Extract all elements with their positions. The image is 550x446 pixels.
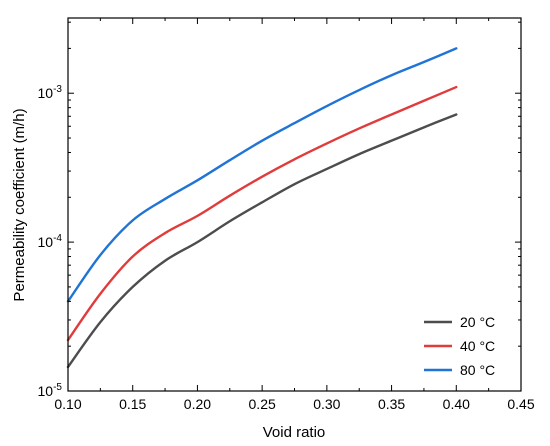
y-tick-label: 10-3 xyxy=(38,84,63,101)
legend-label: 40 °C xyxy=(460,338,495,354)
plot-frame xyxy=(67,17,522,392)
x-axis-label: Void ratio xyxy=(263,424,326,441)
series-line xyxy=(66,47,458,303)
x-tick-label: 0.25 xyxy=(249,396,276,412)
x-axis: 0.10 0.15 0.20 0.25 0.30 0.35 0.40 0.45 xyxy=(54,18,535,412)
x-tick-label: 0.30 xyxy=(313,396,340,412)
axes-frame xyxy=(67,17,522,392)
y-tick-label: 10-4 xyxy=(38,233,63,250)
legend: 20 °C 40 °C 80 °C xyxy=(424,314,495,378)
x-tick-label: 0.20 xyxy=(184,396,211,412)
y-axis: 10-5 10-4 10-3 xyxy=(38,21,521,399)
legend-label: 80 °C xyxy=(460,362,495,378)
legend-label: 20 °C xyxy=(460,314,495,330)
x-tick-label: 0.35 xyxy=(378,396,405,412)
series-layer xyxy=(66,47,458,369)
x-tick-label: 0.40 xyxy=(443,396,470,412)
x-tick-label: 0.10 xyxy=(54,396,81,412)
series-line xyxy=(66,85,458,342)
x-tick-label: 0.45 xyxy=(507,396,534,412)
series-line xyxy=(66,113,458,369)
x-tick-label: 0.15 xyxy=(119,396,146,412)
y-tick-label: 10-5 xyxy=(38,382,63,399)
y-axis-label: Permeability coefficient (m/h) xyxy=(11,108,28,301)
